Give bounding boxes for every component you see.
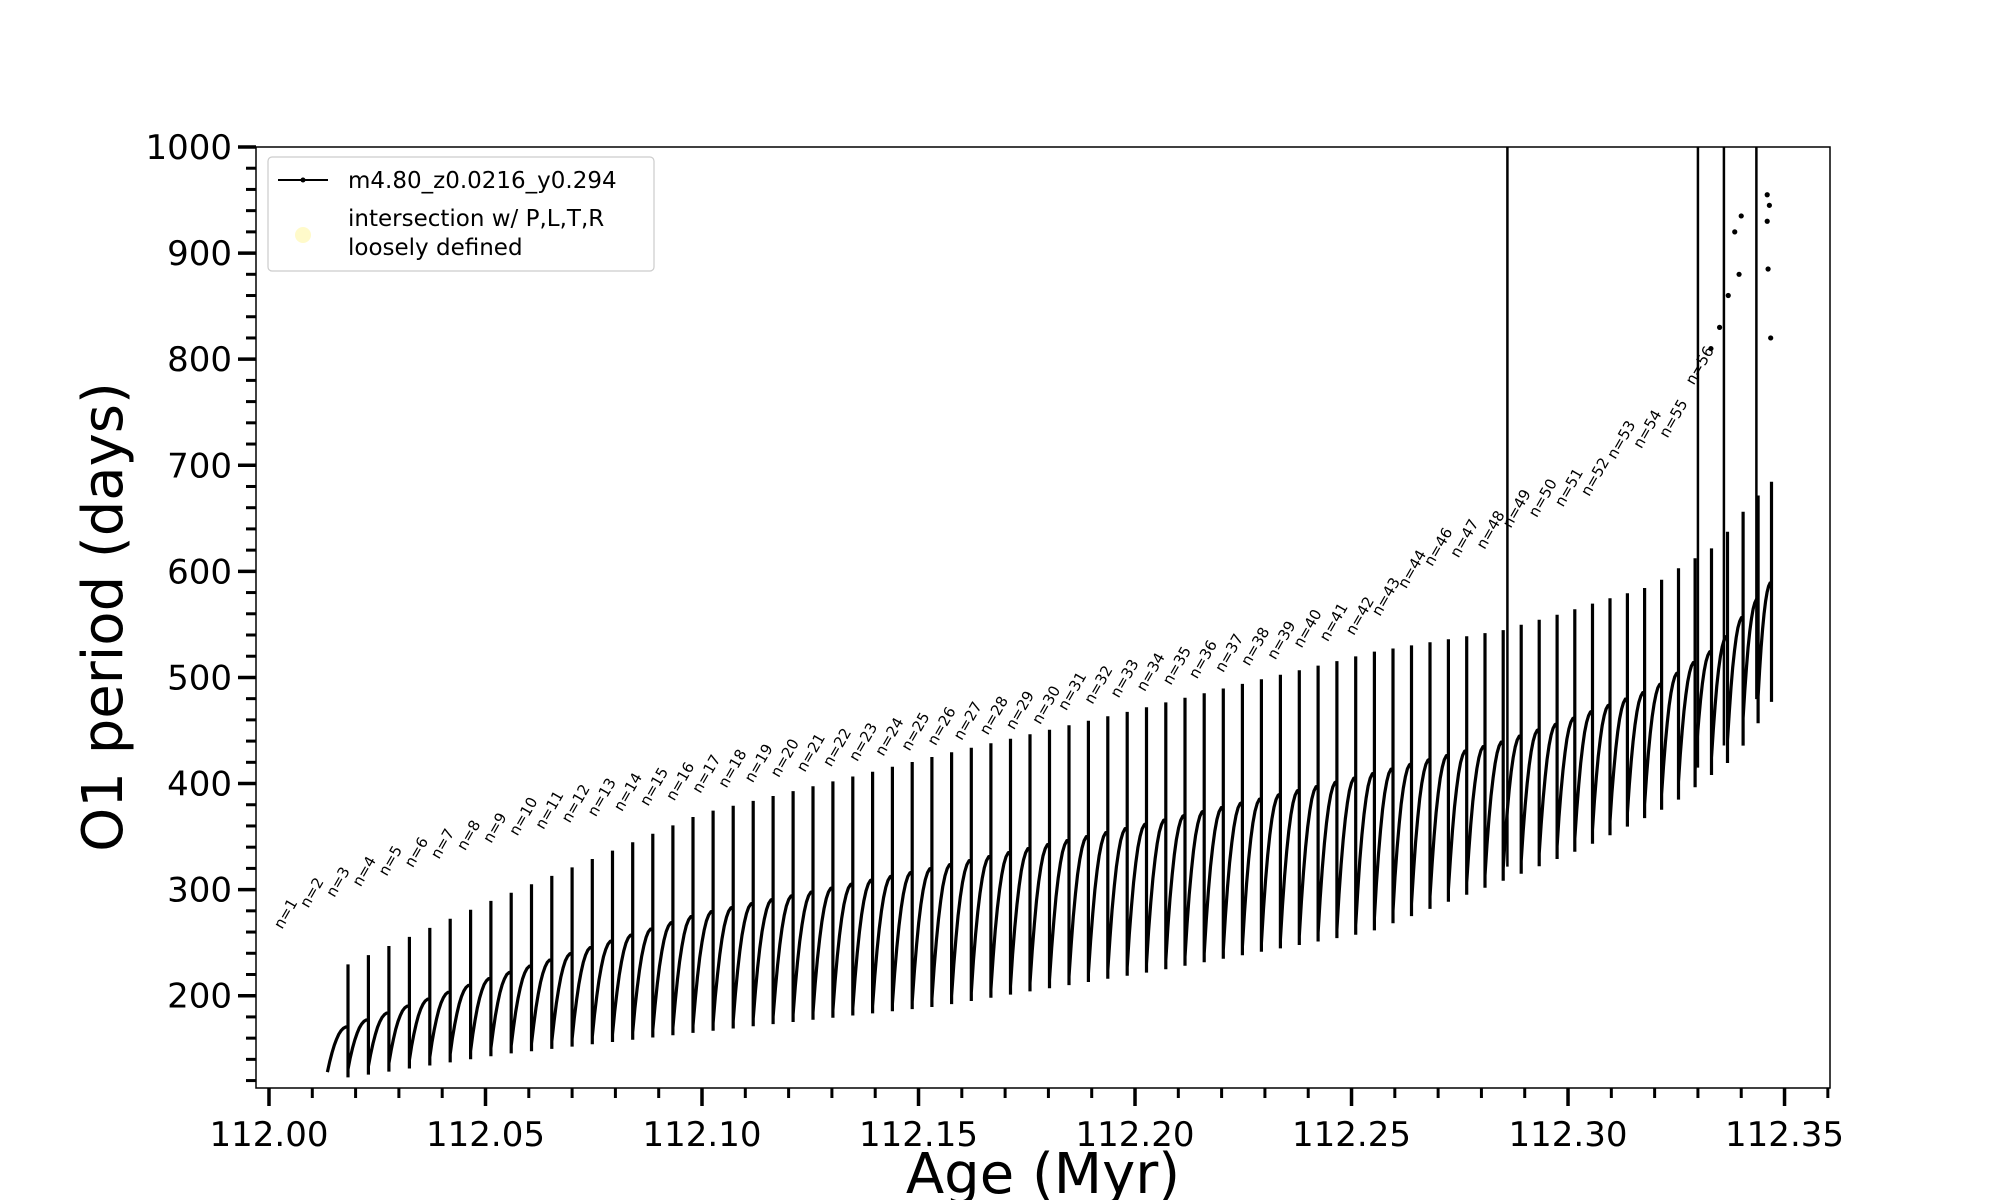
x-tick-label: 112.20 <box>1076 1115 1195 1155</box>
series-point <box>1764 192 1770 198</box>
y-tick-label: 900 <box>167 234 232 274</box>
legend-circle-marker <box>295 227 311 243</box>
x-axis: 112.00 112.05 112.10 112.15 112.20 112.25 112.… <box>210 1088 1844 1155</box>
legend-box <box>267 156 655 272</box>
x-tick-label: 112.05 <box>426 1115 545 1155</box>
x-tick-label: 112.30 <box>1509 1115 1628 1155</box>
x-tick-label: 112.25 <box>1292 1115 1411 1155</box>
legend-line-dot <box>300 177 306 183</box>
x-tick-label: 112.15 <box>859 1115 978 1155</box>
series-point <box>1765 266 1771 272</box>
y-tick-label: 800 <box>167 340 232 380</box>
series-point <box>1725 292 1731 299</box>
y-tick-label: 600 <box>167 552 232 592</box>
x-axis-title: Age (Myr) <box>906 1142 1180 1200</box>
y-axis: 200 300 400 500 600 700 800 900 1000 <box>145 128 256 1083</box>
y-tick-label: 400 <box>167 765 232 805</box>
x-tick-label: 112.10 <box>643 1115 762 1155</box>
series-point <box>1766 202 1772 208</box>
y-axis-title: O1 period (days) <box>71 382 136 852</box>
y-tick-label: 1000 <box>145 128 232 168</box>
x-tick-label: 112.00 <box>210 1115 329 1155</box>
y-tick-label: 300 <box>167 871 232 911</box>
series-point <box>1764 218 1770 224</box>
plot-area: n=1n=2n=3n=4n=5n=6n=7n=8n=9n=10n=11n=12n… <box>255 146 1831 1089</box>
y-tick-label: 700 <box>167 446 232 486</box>
legend-label-line: intersection w/ P,L,T,R <box>348 206 604 232</box>
legend-label-line: loosely defined <box>348 235 523 261</box>
series-point <box>1732 229 1738 235</box>
series-point <box>1716 324 1723 330</box>
series-line-m4.80_z0.0216_y0.294 <box>325 481 1774 1078</box>
series-point <box>1708 345 1714 352</box>
y-tick-label: 500 <box>167 658 232 698</box>
data-layer <box>325 147 1774 1078</box>
legend-label-series: m4.80_z0.0216_y0.294 <box>348 168 617 194</box>
series-point <box>1738 213 1744 219</box>
plot-frame <box>255 146 1831 1089</box>
x-tick-label: 112.35 <box>1725 1115 1844 1155</box>
y-tick-label: 200 <box>167 977 232 1017</box>
series-point <box>1768 335 1774 341</box>
series-point <box>1736 271 1742 277</box>
legend: m4.80_z0.0216_y0.294 intersection w/ P,L… <box>267 156 655 272</box>
legend-label-intersection: intersection w/ P,L,T,R loosely defined <box>348 206 604 261</box>
